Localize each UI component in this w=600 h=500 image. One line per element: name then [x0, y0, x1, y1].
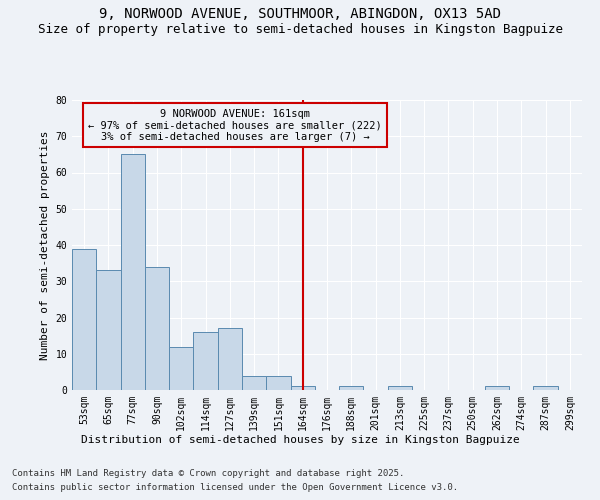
- Bar: [72, 248, 96, 390]
- Y-axis label: Number of semi-detached properties: Number of semi-detached properties: [40, 130, 50, 360]
- Text: Size of property relative to semi-detached houses in Kingston Bagpuize: Size of property relative to semi-detach…: [37, 22, 563, 36]
- Bar: [290, 386, 315, 390]
- Text: Contains HM Land Registry data © Crown copyright and database right 2025.: Contains HM Land Registry data © Crown c…: [12, 468, 404, 477]
- Bar: [218, 328, 242, 390]
- Bar: [169, 346, 193, 390]
- Bar: [485, 386, 509, 390]
- Bar: [193, 332, 218, 390]
- Text: 9, NORWOOD AVENUE, SOUTHMOOR, ABINGDON, OX13 5AD: 9, NORWOOD AVENUE, SOUTHMOOR, ABINGDON, …: [99, 8, 501, 22]
- Text: Contains public sector information licensed under the Open Government Licence v3: Contains public sector information licen…: [12, 484, 458, 492]
- Bar: [388, 386, 412, 390]
- Bar: [242, 376, 266, 390]
- Bar: [96, 270, 121, 390]
- Bar: [121, 154, 145, 390]
- Text: Distribution of semi-detached houses by size in Kingston Bagpuize: Distribution of semi-detached houses by …: [80, 435, 520, 445]
- Bar: [339, 386, 364, 390]
- Text: 9 NORWOOD AVENUE: 161sqm
← 97% of semi-detached houses are smaller (222)
3% of s: 9 NORWOOD AVENUE: 161sqm ← 97% of semi-d…: [88, 108, 382, 142]
- Bar: [145, 267, 169, 390]
- Bar: [266, 376, 290, 390]
- Bar: [533, 386, 558, 390]
